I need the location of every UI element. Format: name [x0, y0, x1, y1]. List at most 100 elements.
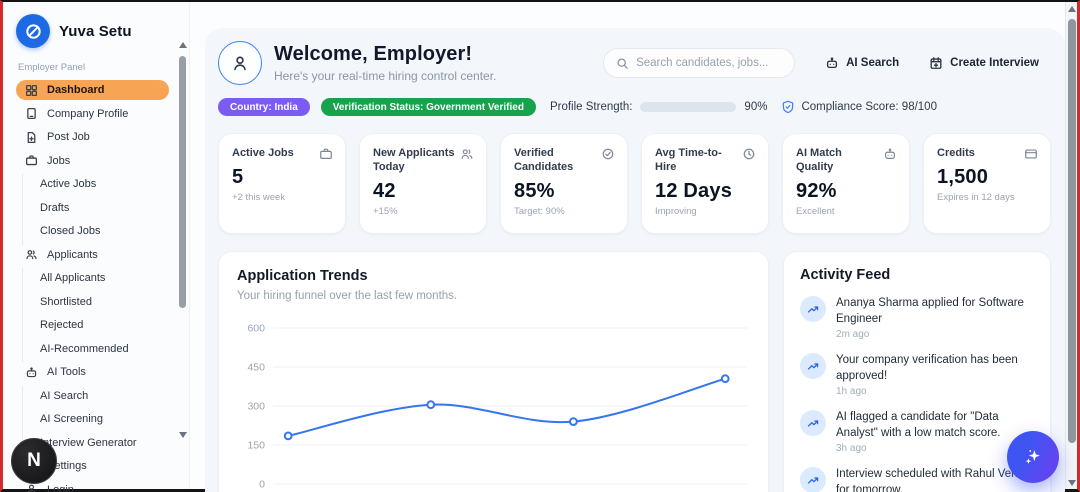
country-badge: Country: India	[218, 98, 310, 116]
stat-value: 1,500	[937, 166, 989, 188]
trending-up-icon	[800, 353, 826, 380]
sidebar-item-label: Login	[47, 483, 74, 492]
stat-title: Active Jobs	[232, 147, 294, 159]
brand[interactable]: Yuva Setu	[16, 10, 169, 48]
sidebar-item-label: All Applicants	[40, 272, 106, 284]
users-icon	[25, 248, 38, 261]
ai-search-label: AI Search	[846, 57, 900, 69]
stat-card-avg-time-to-hire[interactable]: Avg Time-to-Hire 12 Days Improving	[641, 133, 769, 234]
chart-data-point[interactable]	[569, 417, 578, 426]
scroll-down-arrow-icon[interactable]	[1068, 480, 1076, 486]
sidebar-item-drafts[interactable]: Drafts	[33, 198, 169, 218]
sidebar-item-post-job[interactable]: Post Job	[16, 127, 169, 147]
create-interview-button[interactable]: Create Interview	[929, 56, 1039, 70]
sidebar-nav: Dashboard Company Profile Post Job Jobs …	[16, 80, 169, 492]
stat-card-verified-candidates[interactable]: Verified Candidates 85% Target: 90%	[500, 133, 628, 234]
ai-search-button[interactable]: AI Search	[825, 56, 899, 70]
calendar-plus-icon	[929, 56, 943, 70]
activity-item[interactable]: Ananya Sharma applied for Software Engin…	[800, 296, 1034, 340]
search-icon	[616, 57, 629, 70]
shield-check-icon	[781, 100, 795, 114]
sidebar-item-rejected[interactable]: Rejected	[33, 315, 169, 335]
sidebar-item-label: Settings	[47, 460, 87, 472]
sidebar-item-ai-search[interactable]: AI Search	[33, 386, 169, 406]
sidebar-scrollbar[interactable]	[177, 42, 188, 438]
briefcase-icon	[319, 147, 333, 161]
scroll-up-arrow-icon[interactable]	[178, 42, 187, 48]
user-icon	[25, 483, 38, 492]
sidebar-item-active-jobs[interactable]: Active Jobs	[33, 174, 169, 194]
stat-subtext: Improving	[655, 205, 697, 217]
stat-subtext: Target: 90%	[514, 205, 565, 217]
sidebar-item-label: Applicants	[47, 248, 98, 261]
trending-up-icon	[800, 467, 826, 492]
activity-item[interactable]: Interview scheduled with Rahul Verma for…	[800, 467, 1034, 492]
compliance-score: Compliance Score: 98/100	[801, 101, 937, 113]
users-icon	[460, 147, 474, 161]
sidebar-item-label: Drafts	[40, 201, 70, 214]
stat-value: 5	[232, 166, 244, 188]
chart-data-point[interactable]	[426, 400, 436, 410]
activity-item[interactable]: AI flagged a candidate for "Data Analyst…	[800, 410, 1034, 454]
ai-assistant-fab[interactable]	[1007, 431, 1059, 483]
credit-card-icon	[1024, 147, 1038, 161]
stat-value: 42	[373, 179, 396, 202]
file-plus-icon	[25, 131, 38, 144]
sidebar-item-interview-generator[interactable]: Interview Generator	[33, 433, 169, 453]
sidebar-item-closed-jobs[interactable]: Closed Jobs	[33, 221, 169, 241]
bot-icon	[883, 147, 897, 161]
trending-up-icon	[800, 410, 826, 437]
stat-subtext: Expires in 12 days	[937, 192, 1015, 203]
sidebar-item-ai-tools[interactable]: AI Tools	[16, 362, 169, 382]
scroll-up-arrow-icon[interactable]	[1067, 6, 1076, 12]
search-bar[interactable]	[603, 48, 796, 78]
dashboard-container: Welcome, Employer! Here's your real-time…	[205, 28, 1065, 492]
activity-item[interactable]: Your company verification has been appro…	[800, 353, 1034, 397]
page-scrollbar[interactable]	[1065, 2, 1077, 489]
nextjs-badge-letter: N	[27, 450, 41, 471]
stat-value: 85%	[514, 179, 555, 202]
sidebar-item-login[interactable]: Login	[16, 480, 169, 492]
stat-card-ai-match-quality[interactable]: AI Match Quality 92% Excellent	[782, 133, 910, 234]
activity-text: Your company verification has been appro…	[836, 354, 1018, 382]
jobs-subgroup: Active Jobs Drafts Closed Jobs	[22, 174, 169, 245]
page-scrollbar-thumb[interactable]	[1068, 19, 1076, 443]
sidebar-item-label: Post Job	[47, 131, 90, 143]
activity-text: Ananya Sharma applied for Software Engin…	[836, 297, 1024, 325]
stat-title: Avg Time-to-Hire	[655, 147, 722, 174]
sidebar-item-ai-screening[interactable]: AI Screening	[33, 409, 169, 429]
stat-card-active-jobs[interactable]: Active Jobs 5 +2 this week	[218, 133, 346, 234]
stat-value: 12 Days	[655, 179, 733, 202]
svg-text:150: 150	[247, 440, 265, 452]
briefcase-icon	[25, 154, 38, 167]
sidebar-item-ai-recommended[interactable]: AI-Recommended	[33, 339, 169, 359]
panel-section-label: Employer Panel	[18, 62, 86, 73]
sidebar-item-all-applicants[interactable]: All Applicants	[33, 268, 169, 288]
stat-subtext: +2 this week	[232, 192, 286, 203]
search-input[interactable]	[636, 57, 783, 69]
nextjs-dev-badge[interactable]: N	[11, 438, 57, 484]
bot-icon	[825, 56, 839, 70]
trending-up-icon	[800, 296, 826, 322]
sidebar-item-dashboard[interactable]: Dashboard	[16, 80, 169, 100]
page-title: Welcome, Employer!	[274, 43, 473, 65]
sidebar-item-label: Interview Generator	[40, 436, 137, 449]
sidebar-item-company-profile[interactable]: Company Profile	[16, 104, 169, 124]
stat-card-credits[interactable]: Credits 1,500 Expires in 12 days	[923, 133, 1051, 234]
sidebar-item-applicants[interactable]: Applicants	[16, 245, 169, 265]
chart-data-point[interactable]	[283, 431, 293, 441]
sidebar-scrollbar-thumb[interactable]	[179, 56, 186, 308]
clock-icon	[742, 147, 756, 161]
scroll-down-arrow-icon[interactable]	[178, 432, 187, 438]
svg-text:450: 450	[247, 362, 265, 374]
activity-feed-list: Ananya Sharma applied for Software Engin…	[800, 296, 1034, 492]
company-icon	[25, 107, 38, 120]
activity-time: 3h ago	[836, 443, 867, 455]
sidebar-item-label: AI-Recommended	[40, 342, 129, 355]
application-trends-card: Application Trends Your hiring funnel ov…	[218, 251, 769, 492]
sidebar-item-shortlisted[interactable]: Shortlisted	[33, 292, 169, 312]
content-row: Application Trends Your hiring funnel ov…	[218, 251, 1051, 492]
sidebar-item-jobs[interactable]: Jobs	[16, 151, 169, 171]
chart-data-point[interactable]	[720, 374, 730, 384]
stat-card-new-applicants[interactable]: New Applicants Today 42 +15%	[359, 133, 487, 234]
